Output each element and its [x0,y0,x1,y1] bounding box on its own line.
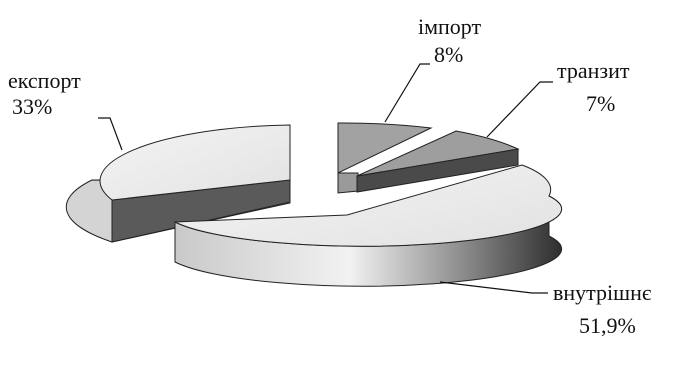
slice-export [65,124,291,243]
slice-domestic-top [174,164,563,247]
slice-transit [356,130,520,193]
slice-transit-top [356,130,520,177]
label-export-value: 33% [12,94,52,119]
slice-import [337,122,433,194]
leader-domestic [439,281,548,294]
label-transit-value: 7% [586,91,615,116]
label-domestic-value: 51,9% [579,313,636,338]
slice-domestic [174,164,563,287]
label-export-name: експорт [8,68,81,93]
leader-export [98,117,123,151]
label-import-value: 8% [434,42,463,67]
label-transit-name: транзит [557,58,630,83]
slice-export-top [99,124,291,201]
leader-import [384,63,430,123]
leader-lines [98,63,553,294]
slice-import-top [337,122,433,174]
slice-import-side [337,172,359,194]
label-import-name: імпорт [418,14,482,39]
leader-transit [486,81,553,138]
label-domestic-name: внутрішнє [553,280,652,305]
